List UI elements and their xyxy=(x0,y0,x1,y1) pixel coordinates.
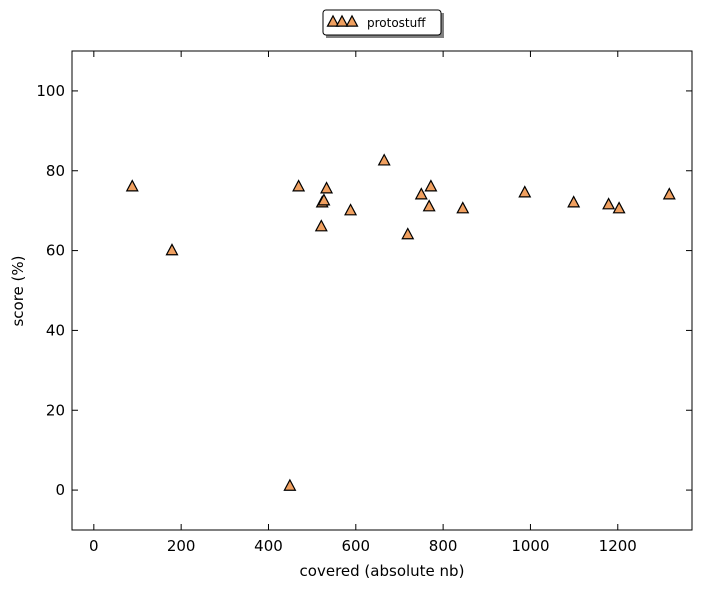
tick-labels: 0 200 400 600 800 1000 1200 0 20 40 60 80 100 xyxy=(36,82,637,555)
data-point xyxy=(344,203,358,216)
y-tick-label: 20 xyxy=(46,401,65,419)
y-tick-label: 0 xyxy=(55,481,65,499)
data-point xyxy=(125,179,139,192)
legend-marker xyxy=(326,14,340,27)
x-tick-label: 400 xyxy=(254,537,283,555)
data-point xyxy=(567,195,581,208)
data-point xyxy=(165,243,179,256)
data-point xyxy=(662,187,676,200)
y-tick-label: 80 xyxy=(46,162,65,180)
data-point xyxy=(317,193,331,206)
x-tick-label: 200 xyxy=(167,537,196,555)
data-point xyxy=(314,219,328,232)
x-tick-label: 800 xyxy=(429,537,458,555)
y-tick-label: 100 xyxy=(36,82,65,100)
x-tick-label: 1200 xyxy=(599,537,637,555)
data-point xyxy=(283,478,297,491)
data-point xyxy=(414,187,428,200)
y-axis-label: score (%) xyxy=(9,255,27,326)
y-tick-label: 40 xyxy=(46,321,65,339)
data-point xyxy=(401,227,415,240)
data-point xyxy=(422,199,436,212)
data-point xyxy=(612,201,626,214)
data-point xyxy=(424,179,438,192)
data-point xyxy=(602,197,616,210)
y-tick-label: 60 xyxy=(46,242,65,260)
legend: protostuff xyxy=(322,9,444,38)
legend-markers xyxy=(326,14,359,27)
axis-ticks xyxy=(72,51,692,530)
data-point xyxy=(320,181,334,194)
legend-marker xyxy=(345,14,359,27)
legend-marker xyxy=(335,14,349,27)
data-point xyxy=(456,201,470,214)
x-tick-label: 1000 xyxy=(511,537,549,555)
plot-frame xyxy=(71,50,693,531)
data-point xyxy=(377,153,391,166)
data-point xyxy=(518,185,532,198)
x-tick-label: 0 xyxy=(89,537,99,555)
data-point xyxy=(292,179,306,192)
data-points xyxy=(125,153,676,491)
legend-label: protostuff xyxy=(367,16,426,30)
x-tick-label: 600 xyxy=(341,537,370,555)
x-axis-label: covered (absolute nb) xyxy=(300,562,465,580)
